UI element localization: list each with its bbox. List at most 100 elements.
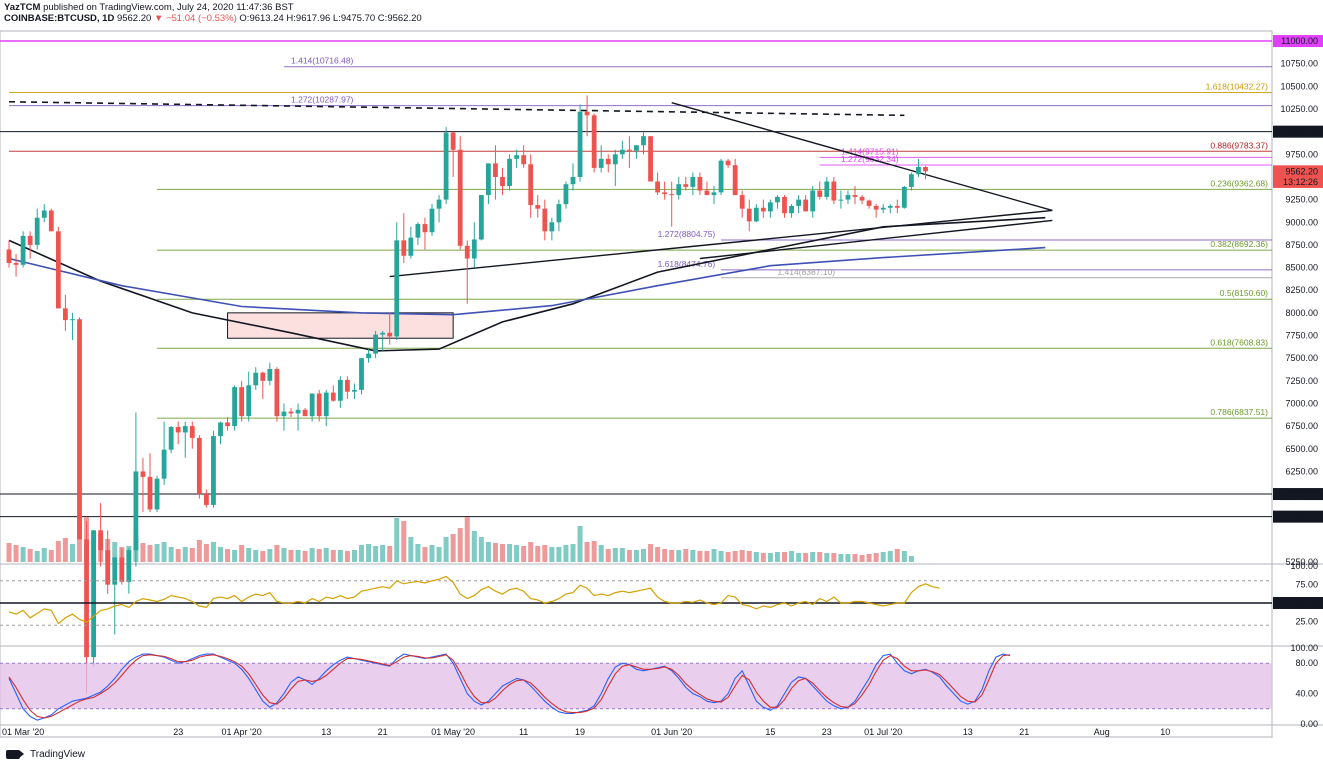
volume-bar (584, 542, 590, 562)
fib-label: 0.382(8692.36) (1210, 239, 1268, 249)
volume-bar (373, 546, 379, 562)
high-value: 9617.96 (295, 13, 331, 24)
candle (549, 217, 555, 241)
time-tick-label: 15 (765, 727, 775, 737)
volume-bar (676, 550, 682, 562)
volume-bar (288, 550, 294, 562)
time-tick-label: 19 (575, 727, 585, 737)
volume-bar (429, 545, 435, 562)
price-tick-label: 8500.00 (1285, 263, 1318, 273)
symbol-label[interactable]: COINBASE:BTCUSD, 1D (4, 13, 115, 24)
volume-bar (295, 550, 301, 562)
candle (91, 530, 96, 667)
candle-body (591, 115, 597, 168)
candle (288, 407, 294, 418)
volume-bar (337, 550, 343, 562)
price-tick-label: 5250.00 (1285, 557, 1318, 567)
candle-body (415, 224, 421, 238)
candle (676, 176, 682, 200)
candle-body (274, 369, 280, 417)
trendline-dashed-top (8, 100, 905, 117)
time-tick-label: 01 Apr '20 (222, 727, 262, 737)
candle-body (225, 422, 230, 427)
candle-body (535, 205, 541, 209)
candle-body (584, 111, 590, 116)
candle (295, 403, 301, 431)
volume-bar (626, 550, 632, 562)
fib-label: 1.272(8804.75) (658, 229, 716, 239)
fib-label: 1.618(10432.27) (1206, 81, 1269, 91)
volume-bar (182, 547, 188, 562)
candle-body (345, 379, 350, 392)
time-tick-label: 11 (519, 727, 528, 737)
candle-body (760, 207, 766, 212)
candle-body (450, 132, 456, 150)
volume-bar (48, 550, 54, 562)
candle-body (478, 195, 484, 240)
tradingview-logo-icon (6, 750, 24, 759)
candle (112, 557, 118, 635)
time-tick-label: 01 Jul '20 (864, 727, 902, 737)
candle-body (570, 176, 576, 185)
volume-bar (225, 549, 231, 562)
stoch-tick-label: 80.00 (1295, 658, 1318, 668)
candle (739, 190, 745, 218)
candle (718, 158, 724, 196)
volume-bar (669, 550, 675, 562)
candle-body (655, 181, 660, 193)
ma-blue (8, 246, 1046, 316)
candle (27, 231, 33, 259)
candle (133, 412, 139, 567)
price-badge (1273, 125, 1323, 138)
candle (471, 222, 477, 268)
candle-body (493, 163, 498, 177)
candle-body (887, 205, 893, 208)
volume-bar (549, 547, 555, 562)
volume-bars (6, 514, 914, 562)
price-tick-label: 7250.00 (1285, 376, 1318, 386)
volume-bar (246, 548, 252, 562)
price-tick-label: 10500.00 (1280, 81, 1318, 91)
tradingview-footer[interactable]: TradingView (6, 749, 85, 760)
ma-black (8, 216, 1046, 352)
volume-bar (683, 549, 689, 562)
volume-bar (387, 546, 393, 562)
volume-bar (746, 551, 752, 562)
candle (662, 181, 668, 200)
candle (782, 195, 787, 218)
candle (817, 181, 823, 200)
volume-bar (760, 553, 766, 562)
fib-label: 1.414(8387.10) (777, 267, 835, 277)
volume-bar (359, 545, 364, 562)
candle (732, 158, 738, 196)
volume-bar (535, 546, 541, 562)
candle-body (775, 196, 780, 203)
candle (486, 163, 491, 205)
publisher-name[interactable]: YazTCM (4, 2, 41, 13)
price-badge (1273, 510, 1323, 523)
candle-body (6, 249, 12, 264)
volume-bar (232, 550, 238, 562)
volume-bar (767, 553, 773, 562)
volume-bar (168, 547, 174, 562)
volume-bar (598, 545, 604, 562)
candle-body (309, 393, 315, 417)
candle (753, 204, 759, 223)
candle (507, 154, 512, 191)
candle (6, 240, 12, 268)
volume-bar (507, 544, 513, 562)
stoch-pane: 100.00 80.00 40.00 0.00 (0, 643, 1318, 729)
candle-body (598, 158, 604, 168)
candle (20, 231, 26, 268)
volume-bar (13, 545, 19, 562)
candle (598, 145, 604, 173)
volume-bar (281, 548, 287, 562)
candle (175, 421, 181, 445)
fib-label: 0.5(8150.60) (1220, 288, 1268, 298)
candle (415, 222, 421, 245)
candle-body (634, 145, 639, 151)
time-tick-label: 13 (321, 727, 331, 737)
candle (359, 358, 364, 395)
candle-body (803, 199, 809, 212)
